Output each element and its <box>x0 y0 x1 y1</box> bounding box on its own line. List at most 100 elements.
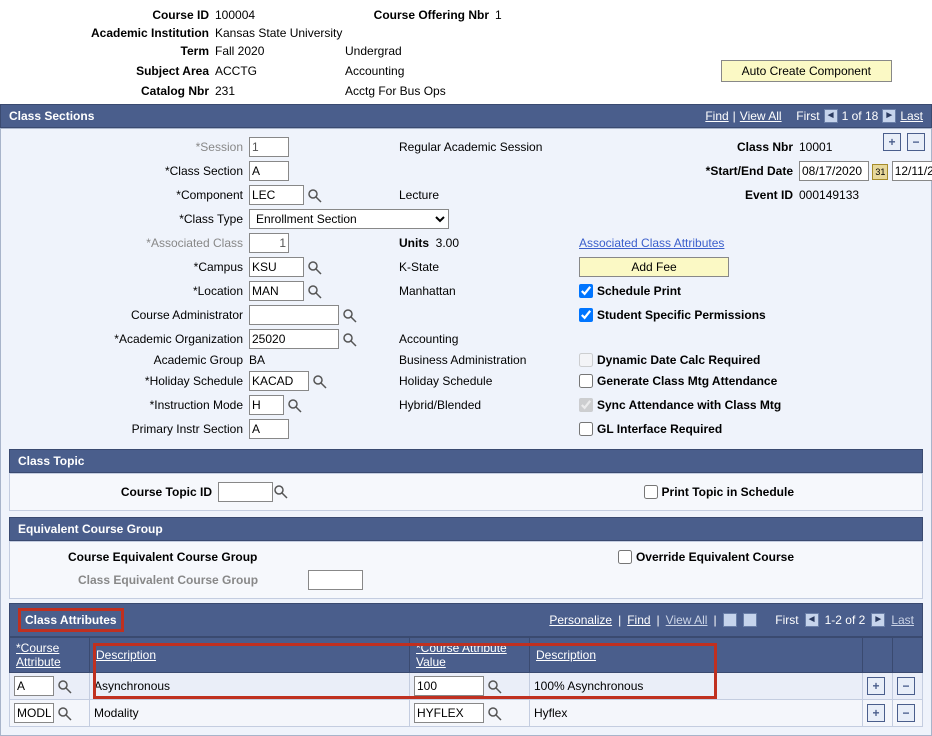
session-desc: Regular Academic Session <box>399 140 579 154</box>
attrs-zoom-icon[interactable] <box>723 613 737 627</box>
nav-prev-button[interactable]: ◄ <box>824 109 838 123</box>
gen-attend-checkbox[interactable] <box>579 374 593 388</box>
attr-delete-row-button[interactable]: − <box>897 704 915 722</box>
label-event-id: Event ID <box>579 188 799 202</box>
attrs-view-all: View All <box>666 613 708 627</box>
attr-value-input[interactable] <box>414 703 484 723</box>
nav-counter: 1 of 18 <box>842 109 879 123</box>
delete-row-button[interactable]: − <box>907 133 925 151</box>
attr-code-input[interactable] <box>14 703 54 723</box>
sync-attend-checkbox <box>579 398 593 412</box>
attr-code-input[interactable] <box>14 676 54 696</box>
find-link[interactable]: Find <box>705 109 728 123</box>
location-lookup-icon[interactable] <box>307 284 323 300</box>
value-term-desc: Undergrad <box>345 44 475 58</box>
start-date-calendar-icon[interactable]: 31 <box>872 164 888 180</box>
attr-code-lookup-icon[interactable] <box>57 679 73 695</box>
course-admin-input[interactable] <box>249 305 339 325</box>
attrs-next-button[interactable]: ► <box>871 613 885 627</box>
class-sections-bar: Class Sections Find | View All First ◄ 1… <box>0 104 932 128</box>
attrs-find-link[interactable]: Find <box>627 613 650 627</box>
equiv-body: Course Equivalent Course Group Override … <box>9 541 923 599</box>
label-associated-class: Associated Class <box>9 236 249 250</box>
label-class-type: Class Type <box>9 212 249 226</box>
print-topic-checkbox[interactable] <box>644 485 658 499</box>
label-course-id: Course ID <box>10 8 215 22</box>
end-date-input[interactable] <box>892 161 932 181</box>
attr-value-lookup-icon[interactable] <box>487 679 503 695</box>
col-description2[interactable]: Description <box>530 638 863 673</box>
campus-lookup-icon[interactable] <box>307 260 323 276</box>
location-desc: Manhattan <box>399 284 579 298</box>
col-attr-value[interactable]: Course Attribute Value <box>410 638 530 673</box>
attr-add-row-button[interactable]: + <box>867 677 885 695</box>
add-row-button[interactable]: + <box>883 133 901 151</box>
holiday-desc: Holiday Schedule <box>399 374 579 388</box>
attrs-last: Last <box>891 613 914 627</box>
view-all-link[interactable]: View All <box>740 109 782 123</box>
holiday-input[interactable] <box>249 371 309 391</box>
instr-mode-desc: Hybrid/Blended <box>399 398 579 412</box>
component-input[interactable] <box>249 185 304 205</box>
value-course-id: 100004 <box>215 8 345 22</box>
label-catalog: Catalog Nbr <box>10 84 215 98</box>
attr-value-lookup-icon[interactable] <box>487 706 503 722</box>
gl-interface-checkbox[interactable] <box>579 422 593 436</box>
gl-interface-label: GL Interface Required <box>597 422 722 436</box>
attrs-personalize-link[interactable]: Personalize <box>549 613 612 627</box>
course-topic-lookup-icon[interactable] <box>273 484 289 500</box>
class-type-select[interactable]: Enrollment Section <box>249 209 449 229</box>
acad-org-input[interactable] <box>249 329 339 349</box>
component-desc: Lecture <box>399 188 579 202</box>
class-attributes-table: Course Attribute Description Course Attr… <box>9 637 923 727</box>
label-start-end: Start/End Date <box>706 164 793 178</box>
course-topic-input[interactable] <box>218 482 273 502</box>
table-row: Asynchronous 100% Asynchronous + − <box>10 673 923 700</box>
associated-class-attributes-link[interactable]: Associated Class Attributes <box>579 236 724 250</box>
value-offering-nbr: 1 <box>495 8 502 22</box>
campus-input[interactable] <box>249 257 304 277</box>
schedule-print-checkbox[interactable] <box>579 284 593 298</box>
equiv-bar: Equivalent Course Group <box>9 517 923 541</box>
primary-instr-input[interactable] <box>249 419 289 439</box>
attrs-download-icon[interactable] <box>743 613 757 627</box>
component-lookup-icon[interactable] <box>307 188 323 204</box>
acad-org-lookup-icon[interactable] <box>342 332 358 348</box>
holiday-lookup-icon[interactable] <box>312 374 328 390</box>
value-institution: Kansas State University <box>215 26 342 40</box>
schedule-print-label: Schedule Print <box>597 284 681 298</box>
override-equiv-checkbox[interactable] <box>618 550 632 564</box>
student-perms-label: Student Specific Permissions <box>597 308 766 322</box>
auto-create-component-button[interactable]: Auto Create Component <box>721 60 892 82</box>
label-class-section: Class Section <box>9 164 249 178</box>
instr-mode-lookup-icon[interactable] <box>287 398 303 414</box>
attrs-counter: 1-2 of 2 <box>825 613 866 627</box>
acad-group-desc: Business Administration <box>399 353 579 367</box>
acad-org-desc: Accounting <box>399 332 579 346</box>
student-perms-checkbox[interactable] <box>579 308 593 322</box>
attr-code-lookup-icon[interactable] <box>57 706 73 722</box>
col-course-attribute[interactable]: Course Attribute <box>10 638 90 673</box>
class-section-input[interactable] <box>249 161 289 181</box>
value-term: Fall 2020 <box>215 44 345 58</box>
label-class-nbr: Class Nbr <box>579 140 799 154</box>
attrs-prev-button[interactable]: ◄ <box>805 613 819 627</box>
label-subject: Subject Area <box>10 64 215 78</box>
start-date-input[interactable] <box>799 161 869 181</box>
class-equiv-input <box>308 570 363 590</box>
table-row: Modality Hyflex + − <box>10 700 923 727</box>
nav-next-button[interactable]: ► <box>882 109 896 123</box>
attr-delete-row-button[interactable]: − <box>897 677 915 695</box>
course-admin-lookup-icon[interactable] <box>342 308 358 324</box>
instr-mode-input[interactable] <box>249 395 284 415</box>
col-description1[interactable]: Description <box>90 638 410 673</box>
value-subject: ACCTG <box>215 64 345 78</box>
nav-last-link[interactable]: Last <box>900 109 923 123</box>
attr-add-row-button[interactable]: + <box>867 704 885 722</box>
value-units: 3.00 <box>436 236 459 250</box>
add-fee-button[interactable]: Add Fee <box>579 257 729 277</box>
location-input[interactable] <box>249 281 304 301</box>
attr-value-input[interactable] <box>414 676 484 696</box>
label-course-admin: Course Administrator <box>9 308 249 322</box>
associated-class-input <box>249 233 289 253</box>
